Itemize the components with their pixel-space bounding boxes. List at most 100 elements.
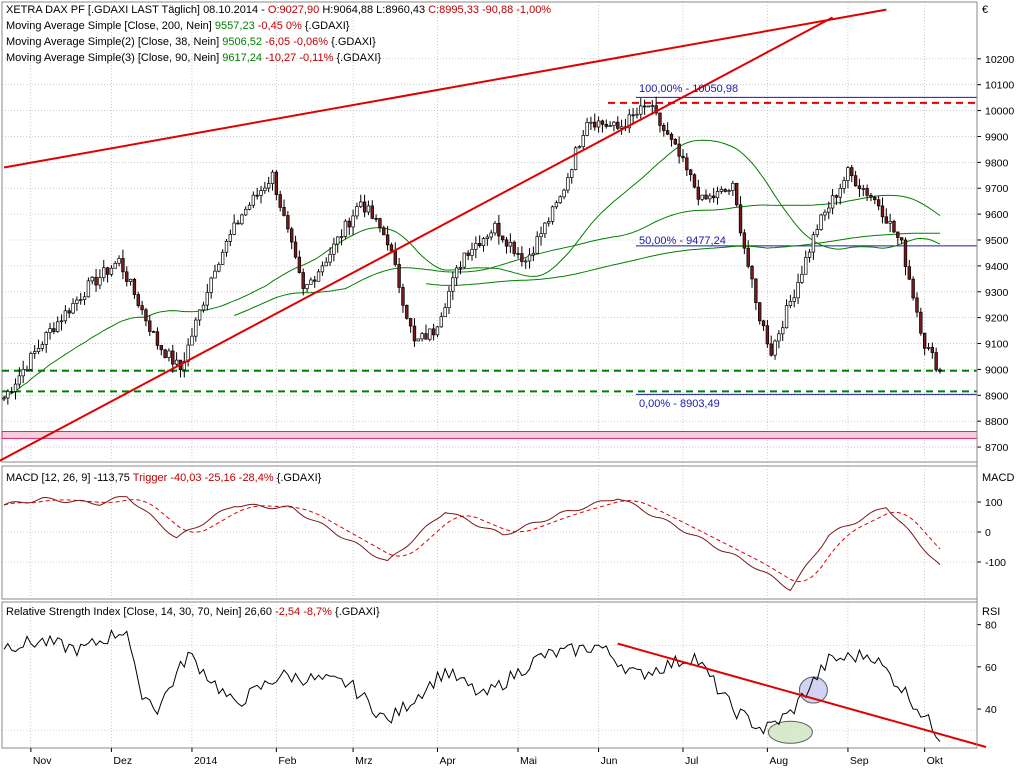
candle-body: [804, 257, 808, 275]
candle-body: [696, 186, 701, 200]
candle-body: [213, 270, 217, 279]
legend-rsi-change: -2,54 -8,7%: [275, 606, 332, 618]
gridlines: [2, 2, 977, 748]
candle-body: [389, 244, 394, 252]
legend-line-ma200: Moving Average Simple [Close, 200, Nein]…: [6, 20, 350, 32]
candle-body: [857, 185, 862, 190]
candle-body: [443, 307, 447, 317]
candle-body: [861, 188, 865, 190]
candle-body: [677, 143, 681, 157]
candle-body: [685, 157, 689, 171]
candle-body: [800, 273, 804, 283]
candle-body: [224, 241, 229, 253]
candle-body: [527, 254, 532, 262]
candle-body: [788, 301, 793, 307]
candle-body: [33, 351, 37, 354]
candle-body: [332, 243, 336, 255]
candle-body: [382, 227, 386, 236]
candle-body: [451, 277, 455, 292]
candle-body: [59, 320, 64, 323]
legend-ma90-label: Moving Average Simple(3) [Close, 90, Nei…: [6, 52, 219, 64]
legend-main-low: L:8960,43: [376, 4, 425, 16]
candle-body: [109, 267, 114, 275]
price-layer: [0, 8, 978, 462]
candle-body: [297, 256, 302, 273]
candle-body: [79, 299, 83, 301]
candle-body: [493, 222, 497, 234]
candle-body: [612, 121, 616, 126]
candle-body: [589, 121, 593, 124]
macd-layer: [3, 496, 941, 592]
candle-body: [259, 190, 263, 196]
candle-body: [44, 332, 48, 345]
candle-body: [896, 231, 900, 238]
candle-body: [681, 155, 685, 159]
candle-body: [708, 195, 712, 200]
rsi-tick-label: 40: [985, 704, 997, 716]
candle-body: [328, 253, 332, 263]
candle-body: [650, 105, 654, 108]
candle-body: [309, 279, 313, 285]
candle-body: [796, 282, 800, 299]
candle-body: [593, 121, 597, 128]
candle-body: [669, 133, 674, 140]
candle-body: [466, 252, 470, 256]
candle-body: [642, 105, 647, 108]
price-tick-label: 10000: [985, 106, 1014, 118]
price-tick-label: 8800: [985, 416, 1009, 428]
price-tick-label: 9000: [985, 364, 1009, 376]
candle-body: [573, 147, 578, 171]
candle-body: [520, 253, 524, 262]
macd-legend: MACD [12, 26, 9] -113,75 Trigger -40,03 …: [6, 472, 322, 484]
candle-body: [393, 250, 397, 265]
candle-body: [236, 222, 240, 225]
rsi-legend: Relative Strength Index [Close, 14, 30, …: [6, 606, 380, 618]
candle-body: [416, 338, 420, 342]
candle-body: [355, 206, 359, 217]
price-tick-label: 9200: [985, 313, 1009, 325]
month-label: Jun: [601, 755, 618, 767]
candle-body: [869, 194, 873, 198]
candle-body: [267, 183, 271, 189]
candle-body: [627, 114, 631, 129]
candle-body: [827, 207, 831, 213]
moving-average-line-38: [3, 139, 941, 399]
candle-body: [359, 201, 363, 207]
candle-body: [255, 194, 259, 197]
candle-body: [930, 347, 935, 353]
month-label: Jul: [685, 755, 698, 767]
candle-body: [278, 194, 282, 208]
candle-body: [458, 266, 463, 269]
candle-body: [263, 187, 267, 191]
candle-body: [378, 218, 382, 229]
candle-body: [922, 332, 927, 349]
rsi-downtrend-line: [617, 642, 987, 748]
candle-body: [926, 347, 931, 349]
rsi-line: [3, 629, 941, 742]
candle-body: [454, 267, 459, 279]
price-legend: XETRA DAX PF [.GDAXI LAST Täglich] 08.10…: [6, 4, 551, 64]
candle-body: [853, 175, 858, 187]
candle-body: [903, 239, 908, 268]
candle-body: [301, 272, 305, 289]
candle-body: [938, 369, 942, 372]
candle-body: [481, 238, 486, 246]
candle-body: [731, 182, 735, 191]
candle-body: [842, 180, 846, 189]
candle-body: [336, 236, 340, 245]
legend-main-date: 08.10.2014: [203, 4, 258, 16]
candle-body: [232, 222, 236, 235]
candle-body: [343, 220, 348, 237]
candle-body: [719, 189, 724, 192]
candle-body: [654, 105, 658, 114]
price-tick-label: 9100: [985, 339, 1009, 351]
candle-body: [228, 234, 233, 242]
candle-body: [819, 214, 823, 230]
candle-body: [558, 196, 562, 204]
legend-macd-trigger: Trigger -40,03 -25,16 -28,4%: [133, 472, 274, 484]
legend-ma38-value: 9506,52: [222, 36, 262, 48]
candle-body: [270, 171, 275, 184]
candle-body: [163, 349, 167, 358]
month-label: Apr: [439, 755, 456, 767]
candle-body: [811, 234, 816, 253]
